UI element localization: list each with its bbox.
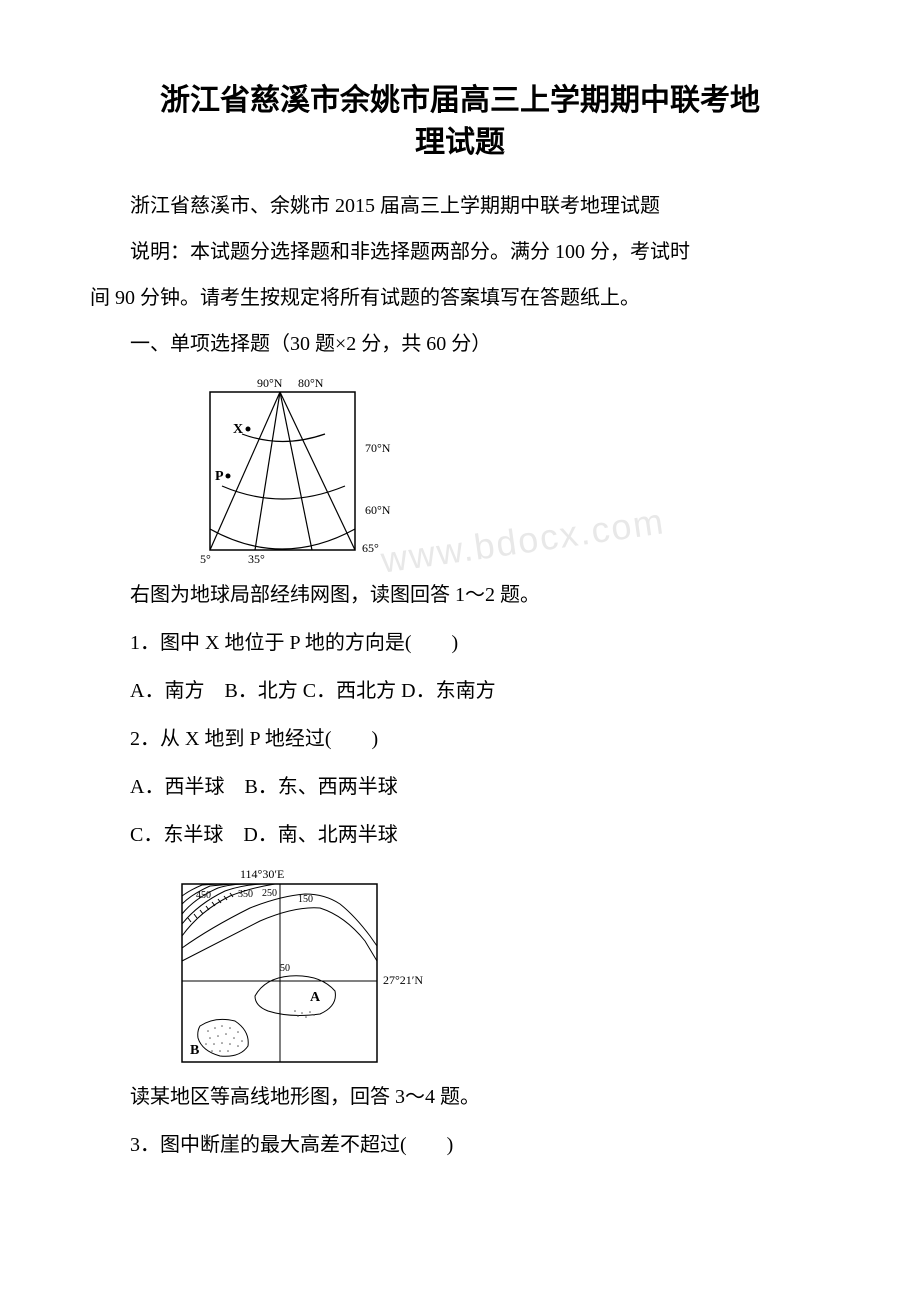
svg-text:114°30′E: 114°30′E	[240, 867, 284, 881]
svg-text:P: P	[215, 469, 224, 484]
svg-text:50: 50	[280, 963, 290, 974]
svg-text:27°21′N: 27°21′N	[383, 973, 423, 987]
svg-text:250: 250	[262, 888, 277, 899]
question-1: 1．图中 X 地位于 P 地的方向是( )	[90, 624, 830, 662]
svg-text:35°: 35°	[248, 552, 265, 564]
question-2-options-line-2: C．东半球 D．南、北两半球	[90, 816, 830, 854]
section-header: 一、单项选择题（30 题×2 分，共 60 分）	[90, 326, 830, 362]
svg-text:150: 150	[298, 894, 313, 905]
desc-line-2: 间 90 分钟。请考生按规定将所有试题的答案填写在答题纸上。	[90, 287, 640, 309]
desc-line-1: 说明：本试题分选择题和非选择题两部分。满分 100 分，考试时	[130, 241, 690, 263]
description-text-2: 间 90 分钟。请考生按规定将所有试题的答案填写在答题纸上。	[90, 280, 830, 316]
figure-1-container: X P 90°N 80°N 70°N 60°N 65° 5° 35°	[180, 374, 830, 564]
figure-1-globe-grid: X P 90°N 80°N 70°N 60°N 65° 5° 35°	[180, 374, 410, 564]
question-1-options: A．南方 B．北方 C．西北方 D．东南方	[90, 672, 830, 710]
svg-text:80°N: 80°N	[298, 376, 324, 390]
svg-text:B: B	[190, 1043, 199, 1058]
svg-text:X: X	[233, 422, 243, 437]
figure-2-container: 114°30′E 27°21′N 450 350 250 150 50 A B	[180, 866, 830, 1066]
figure-2-caption: 读某地区等高线地形图，回答 3～4 题。	[90, 1078, 830, 1116]
question-2: 2．从 X 地到 P 地经过( )	[90, 720, 830, 758]
svg-text:A: A	[310, 990, 321, 1005]
page-title: 浙江省慈溪市余姚市届高三上学期期中联考地 理试题	[90, 80, 830, 164]
title-line-1: 浙江省慈溪市余姚市届高三上学期期中联考地	[160, 84, 760, 117]
title-line-2: 理试题	[415, 126, 505, 159]
subtitle-text: 浙江省慈溪市、余姚市 2015 届高三上学期期中联考地理试题	[90, 188, 830, 224]
svg-text:65°: 65°	[362, 541, 379, 555]
svg-text:70°N: 70°N	[365, 441, 391, 455]
svg-text:90°N: 90°N	[257, 376, 283, 390]
figure-2-contour-map: 114°30′E 27°21′N 450 350 250 150 50 A B	[180, 866, 433, 1066]
svg-text:60°N: 60°N	[365, 503, 391, 517]
svg-text:450: 450	[196, 890, 211, 901]
document-content: 浙江省慈溪市余姚市届高三上学期期中联考地 理试题 浙江省慈溪市、余姚市 2015…	[90, 80, 830, 1164]
description-text: 说明：本试题分选择题和非选择题两部分。满分 100 分，考试时	[90, 234, 830, 270]
question-2-options-line-1: A．西半球 B．东、西两半球	[90, 768, 830, 806]
svg-text:350: 350	[238, 889, 253, 900]
figure-1-caption: 右图为地球局部经纬网图，读图回答 1～2 题。	[90, 576, 830, 614]
svg-text:5°: 5°	[200, 552, 211, 564]
question-3: 3．图中断崖的最大高差不超过( )	[90, 1126, 830, 1164]
